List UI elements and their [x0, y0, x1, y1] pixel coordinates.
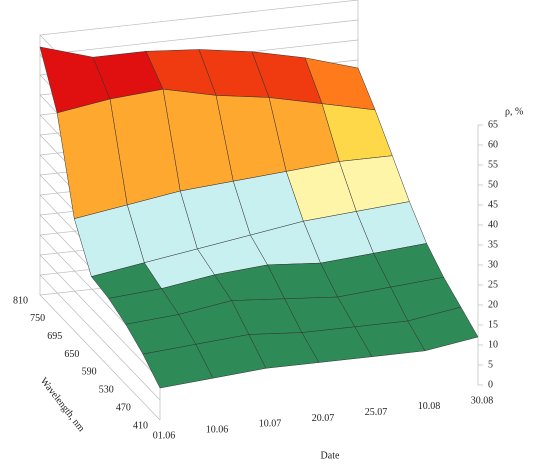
y-tick-label: 410: [133, 420, 148, 431]
z-tick-label: 25: [488, 279, 498, 290]
y-axis-title: Wavelength, nm: [38, 376, 87, 434]
z-tick-label: 15: [488, 319, 498, 330]
z-tick-label: 65: [488, 119, 498, 130]
z-tick-label: 55: [488, 159, 498, 170]
x-tick-label: 10.07: [259, 419, 282, 430]
x-tick-label: 30.08: [471, 395, 494, 406]
z-tick-label: 40: [488, 219, 498, 230]
y-tick-label: 650: [64, 349, 79, 360]
x-tick-label: 10.06: [206, 424, 229, 435]
y-tick-label: 530: [99, 385, 114, 396]
x-tick-label: 01.06: [153, 430, 176, 441]
y-tick-label: 470: [116, 402, 131, 413]
z-axis-title: ρ, %: [505, 106, 523, 117]
z-tick-label: 5: [488, 359, 493, 370]
y-tick-label: 695: [47, 331, 62, 342]
z-tick-label: 20: [488, 299, 498, 310]
y-tick-label: 750: [30, 313, 45, 324]
y-tick-label: 590: [82, 367, 97, 378]
z-tick-label: 45: [488, 199, 498, 210]
x-tick-label: 20.07: [312, 413, 335, 424]
x-tick-label: 25.07: [365, 407, 388, 418]
z-tick-label: 60: [488, 139, 498, 150]
z-tick-label: 30: [488, 259, 498, 270]
z-tick-label: 50: [488, 179, 498, 190]
z-tick-label: 0: [488, 379, 493, 390]
x-axis-title: Date: [321, 450, 340, 461]
y-tick-label: 810: [13, 295, 28, 306]
surface-cell: [407, 306, 479, 352]
x-tick-label: 10.08: [418, 401, 441, 412]
z-tick-label: 10: [488, 339, 498, 350]
z-tick-label: 35: [488, 239, 498, 250]
